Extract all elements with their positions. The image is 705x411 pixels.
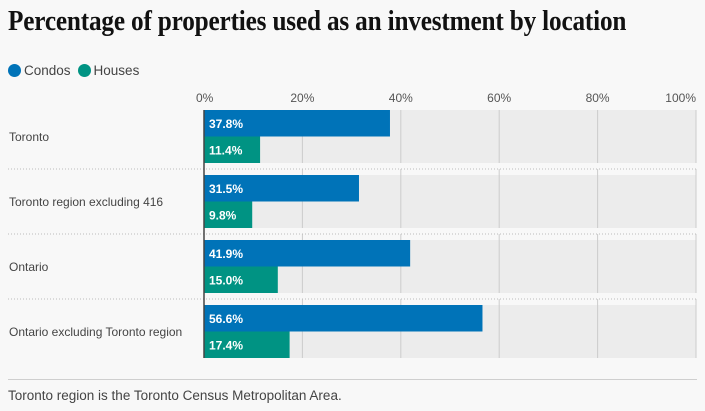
chart-title: Percentage of properties used as an inve… xyxy=(8,5,627,37)
bar-value-label: 41.9% xyxy=(209,247,243,261)
x-tick-label: 100% xyxy=(665,91,696,105)
category-label: Toronto region excluding 416 xyxy=(9,195,163,209)
legend-item-houses: Houses xyxy=(77,62,140,78)
bar-value-label: 56.6% xyxy=(209,312,243,326)
legend-item-condos: Condos xyxy=(8,63,71,78)
bar-houses xyxy=(204,331,290,358)
x-tick-label: 20% xyxy=(290,91,314,105)
x-tick-label: 80% xyxy=(586,91,610,105)
bar-condos xyxy=(204,110,390,137)
legend-label-houses: Houses xyxy=(93,62,140,78)
bar-value-label: 17.4% xyxy=(209,338,243,352)
legend: Condos Houses xyxy=(8,61,146,79)
bar-value-label: 37.8% xyxy=(209,117,243,131)
category-label: Ontario xyxy=(9,260,49,274)
bar-houses xyxy=(204,136,261,163)
x-tick-label: 40% xyxy=(389,91,413,105)
x-tick-label: 0% xyxy=(196,91,214,105)
category-label: Toronto xyxy=(9,130,49,144)
bar-value-label: 31.5% xyxy=(209,182,243,196)
bar-value-label: 15.0% xyxy=(209,273,243,287)
footer-divider xyxy=(8,379,697,380)
bar-houses xyxy=(204,201,253,228)
legend-swatch-houses xyxy=(77,63,91,77)
x-tick-label: 60% xyxy=(487,91,511,105)
category-label: Ontario excluding Toronto region xyxy=(9,325,182,339)
bar-houses xyxy=(204,266,278,293)
bar-value-label: 9.8% xyxy=(209,208,237,222)
legend-label-condos: Condos xyxy=(24,62,71,78)
legend-swatch-condos xyxy=(8,63,21,77)
bar-condos xyxy=(204,240,411,267)
bar-condos xyxy=(204,175,359,202)
footnote: Toronto region is the Toronto Census Met… xyxy=(8,388,342,403)
bar-condos xyxy=(204,305,483,332)
bar-value-label: 11.4% xyxy=(209,143,243,157)
